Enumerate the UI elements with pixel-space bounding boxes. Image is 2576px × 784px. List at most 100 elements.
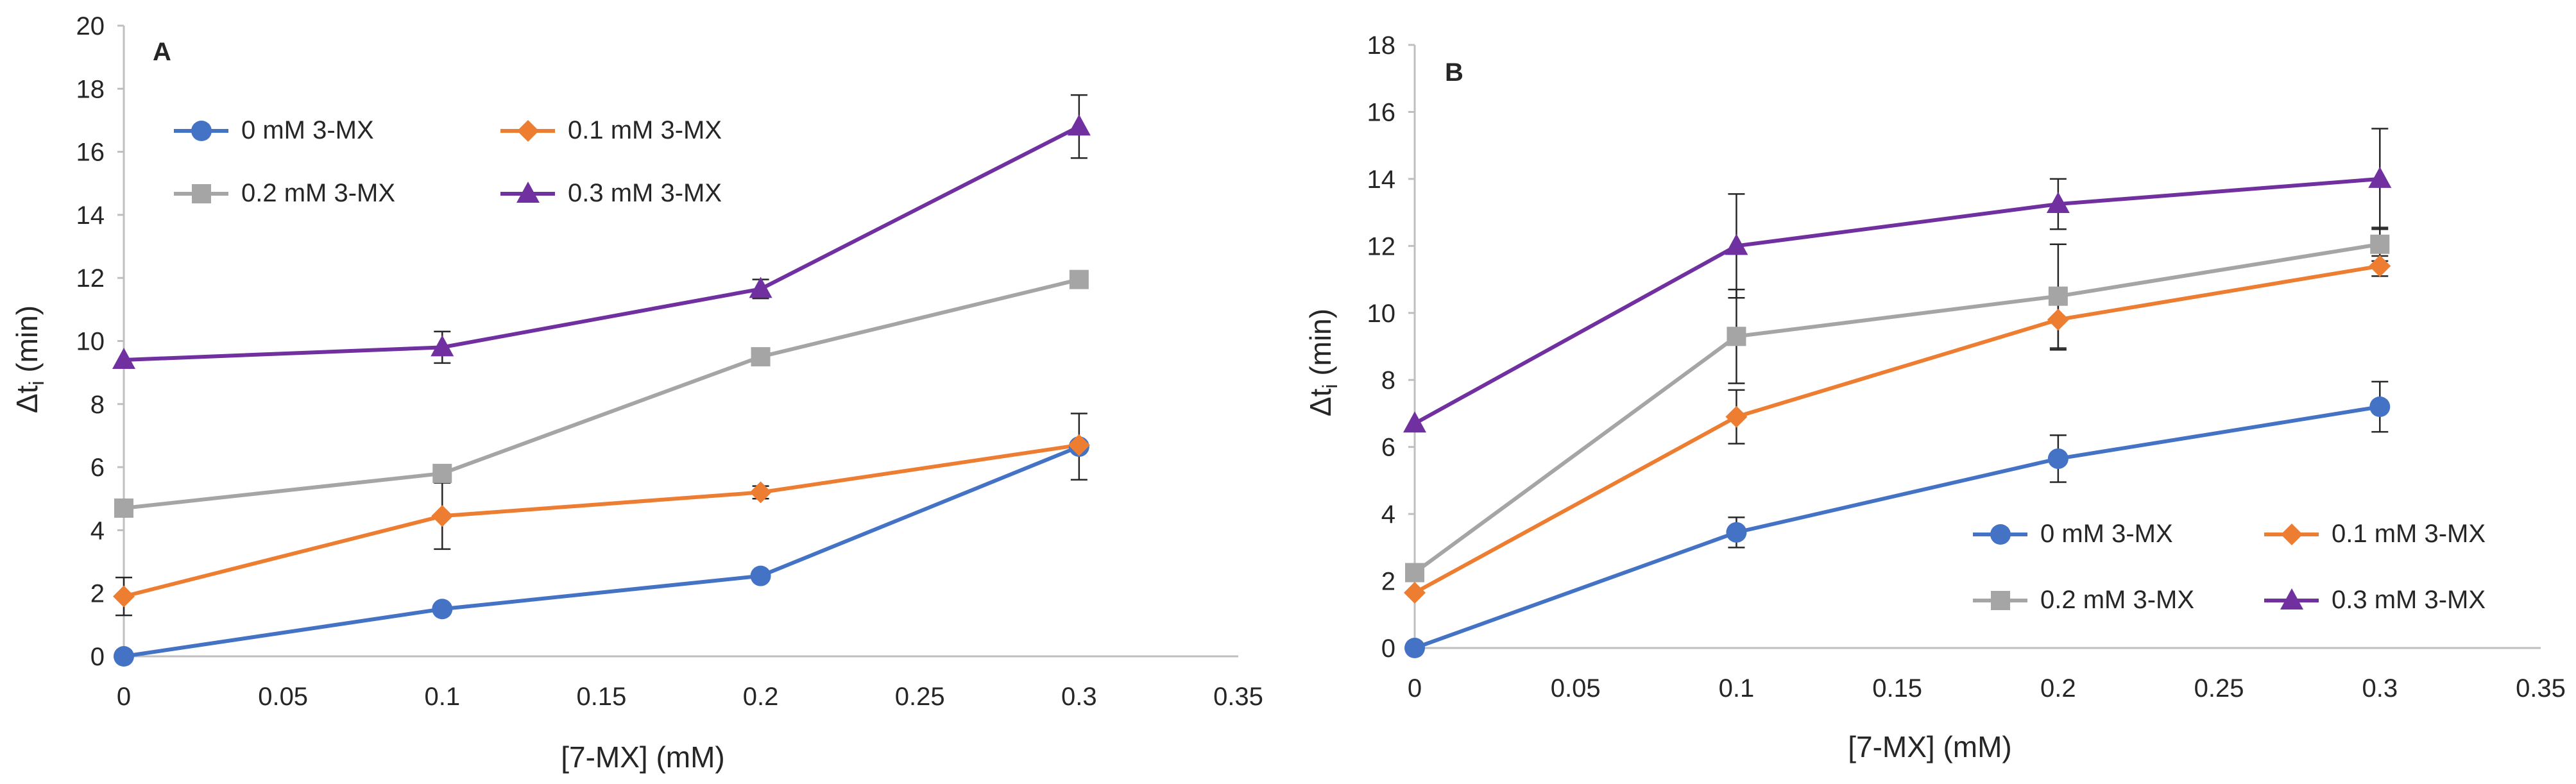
data-point bbox=[1404, 638, 1425, 658]
y-tick-label: 8 bbox=[90, 391, 105, 419]
series-lines-b bbox=[1413, 176, 2380, 650]
legend-label: 0.3 mM 3-MX bbox=[2332, 586, 2486, 614]
x-tick-label: 0.25 bbox=[895, 683, 945, 711]
legend-item-1: 0.1 mM 3-MX bbox=[500, 116, 722, 144]
panel-label-a: A bbox=[153, 38, 171, 66]
series-line-0 bbox=[123, 445, 1080, 658]
y-axis-label-a: Δti (min) bbox=[10, 305, 48, 413]
x-tick-label: 0 bbox=[1408, 674, 1422, 703]
data-point bbox=[1403, 411, 1426, 433]
y-tick-label: 0 bbox=[1381, 635, 1395, 663]
legend-item-3: 0.3 mM 3-MX bbox=[2264, 586, 2486, 614]
legend-label: 0.2 mM 3-MX bbox=[241, 179, 395, 207]
y-tick-label: 4 bbox=[90, 516, 105, 545]
data-point bbox=[1727, 327, 1746, 346]
data-point bbox=[432, 463, 452, 483]
data-point bbox=[1726, 522, 1747, 543]
data-point bbox=[2047, 309, 2069, 331]
x-tick-label: 0.05 bbox=[258, 683, 308, 711]
data-point bbox=[749, 277, 772, 298]
data-point bbox=[2048, 286, 2068, 306]
y-tick-label: 10 bbox=[1367, 300, 1396, 328]
x-tick-label: 0.05 bbox=[1551, 674, 1601, 703]
x-tick-label: 0.1 bbox=[424, 683, 460, 711]
x-tick-label: 0.2 bbox=[2040, 674, 2076, 703]
y-axis-label-main-a: Δt bbox=[10, 385, 44, 413]
y-tick-label: 2 bbox=[1381, 568, 1395, 596]
data-point bbox=[749, 481, 772, 504]
y-tick-label: 6 bbox=[1381, 434, 1395, 462]
data-point bbox=[750, 565, 771, 586]
data-point bbox=[1068, 434, 1090, 456]
y-tick-label: 12 bbox=[76, 264, 105, 293]
legend-a: 0 mM 3-MX 0.1 mM 3-MX 0.2 mM 3-MX 0.3 mM… bbox=[174, 116, 722, 207]
legend-marker bbox=[517, 120, 539, 142]
y-axis-label-unit-a: (min) bbox=[10, 305, 44, 381]
x-tick-label: 0.15 bbox=[576, 683, 626, 711]
legend-label: 0.1 mM 3-MX bbox=[2332, 520, 2486, 548]
data-point bbox=[431, 335, 454, 357]
x-tick-label: 0.15 bbox=[1872, 674, 1922, 703]
series-line-2 bbox=[123, 277, 1080, 510]
chart-panel-a: A 0 2 4 6 8 10 12 14 16 18 20 0 0.05 0.1 0.15 0.2 0.25 0.… bbox=[10, 12, 1263, 774]
data-point bbox=[751, 347, 771, 367]
legend-label: 0.2 mM 3-MX bbox=[2040, 586, 2194, 614]
x-tick-label: 0 bbox=[117, 683, 131, 711]
data-point bbox=[2369, 255, 2391, 277]
x-axis-label-b: [7-MX] (mM) bbox=[1848, 730, 2012, 763]
y-tick-label: 16 bbox=[1367, 98, 1396, 126]
legend-marker bbox=[2281, 524, 2303, 545]
data-point bbox=[1069, 269, 1089, 289]
y-tick-label: 14 bbox=[1367, 166, 1396, 194]
data-point bbox=[112, 347, 135, 369]
axes-b: 0 2 4 6 8 10 12 14 16 18 0 0.05 0.1 0.15 0.2 0.25 0.3 0.3… bbox=[1367, 31, 2566, 703]
y-tick-label: 10 bbox=[76, 328, 105, 356]
x-tick-label: 0.3 bbox=[2362, 674, 2398, 703]
series-line-1 bbox=[123, 443, 1080, 599]
series-line-2 bbox=[1413, 242, 2380, 574]
legend-label: 0.1 mM 3-MX bbox=[568, 116, 722, 144]
legend-item-0: 0 mM 3-MX bbox=[1973, 520, 2173, 548]
legend-item-1: 0.1 mM 3-MX bbox=[2264, 520, 2486, 548]
series-line-1 bbox=[1413, 264, 2380, 595]
series-lines-a bbox=[123, 124, 1080, 658]
legend-label: 0.3 mM 3-MX bbox=[568, 179, 722, 207]
y-tick-label: 8 bbox=[1381, 366, 1395, 395]
panel-label-b: B bbox=[1445, 58, 1463, 87]
x-tick-label: 0.1 bbox=[1719, 674, 1755, 703]
y-tick-label: 18 bbox=[76, 75, 105, 103]
legend-marker bbox=[516, 182, 540, 203]
legend-label: 0 mM 3-MX bbox=[2040, 520, 2173, 548]
data-point bbox=[1725, 405, 1748, 428]
legend-marker bbox=[192, 184, 211, 203]
y-tick-label: 14 bbox=[76, 201, 105, 230]
x-tick-label: 0.2 bbox=[743, 683, 779, 711]
y-tick-label: 4 bbox=[1381, 500, 1395, 529]
y-axis-label-main-b: Δt bbox=[1304, 388, 1337, 416]
data-point bbox=[114, 646, 134, 667]
y-axis-label-b: Δti (min) bbox=[1304, 309, 1342, 416]
data-point bbox=[1404, 581, 1426, 604]
y-axis-label-sub-a: i bbox=[25, 380, 48, 385]
data-point bbox=[2368, 166, 2392, 188]
data-point bbox=[1725, 234, 1748, 255]
legend-marker bbox=[1990, 524, 2011, 545]
data-point bbox=[113, 585, 135, 608]
axes-a: 0 2 4 6 8 10 12 14 16 18 20 0 0.05 0.1 0.15 0.2 0.25 0.3 0… bbox=[76, 12, 1263, 711]
data-point bbox=[114, 498, 133, 518]
legend-marker bbox=[2280, 588, 2303, 609]
y-axis-label-sub-b: i bbox=[1318, 384, 1342, 388]
y-tick-label: 2 bbox=[90, 580, 105, 608]
series-line-3 bbox=[123, 124, 1080, 362]
y-tick-label: 12 bbox=[1367, 232, 1396, 260]
legend-marker bbox=[1991, 591, 2010, 610]
series-line-3 bbox=[1413, 176, 2380, 425]
x-tick-label: 0.3 bbox=[1061, 683, 1097, 711]
legend-item-0: 0 mM 3-MX bbox=[174, 116, 374, 144]
x-tick-label: 0.35 bbox=[2516, 674, 2566, 703]
y-axis-label-unit-b: (min) bbox=[1304, 309, 1337, 384]
legend-marker bbox=[191, 121, 212, 141]
